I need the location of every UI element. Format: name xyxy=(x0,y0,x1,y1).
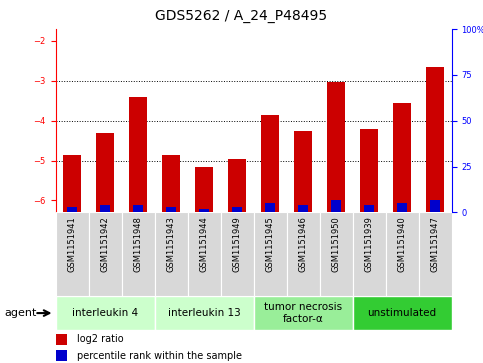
Text: agent: agent xyxy=(5,308,37,318)
Bar xyxy=(187,212,221,296)
Bar xyxy=(397,203,407,212)
Text: GSM1151944: GSM1151944 xyxy=(199,216,209,272)
Bar xyxy=(393,103,411,212)
Bar xyxy=(199,209,209,212)
Bar xyxy=(88,212,122,296)
Text: GSM1151939: GSM1151939 xyxy=(365,216,373,272)
Bar xyxy=(166,207,176,212)
Bar xyxy=(228,159,246,212)
Text: GSM1151943: GSM1151943 xyxy=(167,216,175,272)
Bar xyxy=(320,212,353,296)
Text: GSM1151950: GSM1151950 xyxy=(332,216,341,272)
Bar xyxy=(129,97,147,212)
Text: interleukin 4: interleukin 4 xyxy=(72,308,138,318)
Bar xyxy=(353,296,452,330)
Bar xyxy=(261,115,279,212)
Text: GSM1151942: GSM1151942 xyxy=(100,216,110,272)
Text: GSM1151948: GSM1151948 xyxy=(134,216,142,272)
Bar xyxy=(96,132,114,212)
Bar xyxy=(232,207,242,212)
Bar xyxy=(426,67,444,212)
Bar xyxy=(327,82,345,212)
Text: unstimulated: unstimulated xyxy=(368,308,437,318)
Text: interleukin 13: interleukin 13 xyxy=(168,308,241,318)
Text: GSM1151949: GSM1151949 xyxy=(233,216,242,272)
Text: percentile rank within the sample: percentile rank within the sample xyxy=(77,351,242,361)
Text: GSM1151946: GSM1151946 xyxy=(298,216,308,272)
Bar xyxy=(254,296,353,330)
Bar xyxy=(56,296,155,330)
Text: tumor necrosis
factor-α: tumor necrosis factor-α xyxy=(264,302,342,324)
Bar xyxy=(385,212,419,296)
Bar xyxy=(67,207,77,212)
Bar xyxy=(364,205,374,212)
Bar xyxy=(63,155,81,212)
Bar xyxy=(265,203,275,212)
Bar xyxy=(254,212,286,296)
Bar xyxy=(155,296,254,330)
Bar xyxy=(298,205,308,212)
Bar xyxy=(155,212,187,296)
Bar xyxy=(286,212,320,296)
Bar xyxy=(430,200,440,212)
Bar xyxy=(419,212,452,296)
Bar xyxy=(162,155,180,212)
Text: GDS5262 / A_24_P48495: GDS5262 / A_24_P48495 xyxy=(156,9,327,23)
Text: GSM1151940: GSM1151940 xyxy=(398,216,407,272)
Bar xyxy=(331,200,341,212)
Bar xyxy=(56,350,68,362)
Bar xyxy=(56,334,68,345)
Bar xyxy=(133,205,143,212)
Bar xyxy=(195,167,213,212)
Bar xyxy=(100,205,110,212)
Text: GSM1151947: GSM1151947 xyxy=(431,216,440,272)
Bar xyxy=(360,129,378,212)
Bar xyxy=(353,212,385,296)
Bar xyxy=(294,131,312,212)
Bar xyxy=(122,212,155,296)
Bar xyxy=(221,212,254,296)
Text: log2 ratio: log2 ratio xyxy=(77,334,124,344)
Text: GSM1151941: GSM1151941 xyxy=(68,216,76,272)
Bar xyxy=(56,212,88,296)
Text: GSM1151945: GSM1151945 xyxy=(266,216,274,272)
